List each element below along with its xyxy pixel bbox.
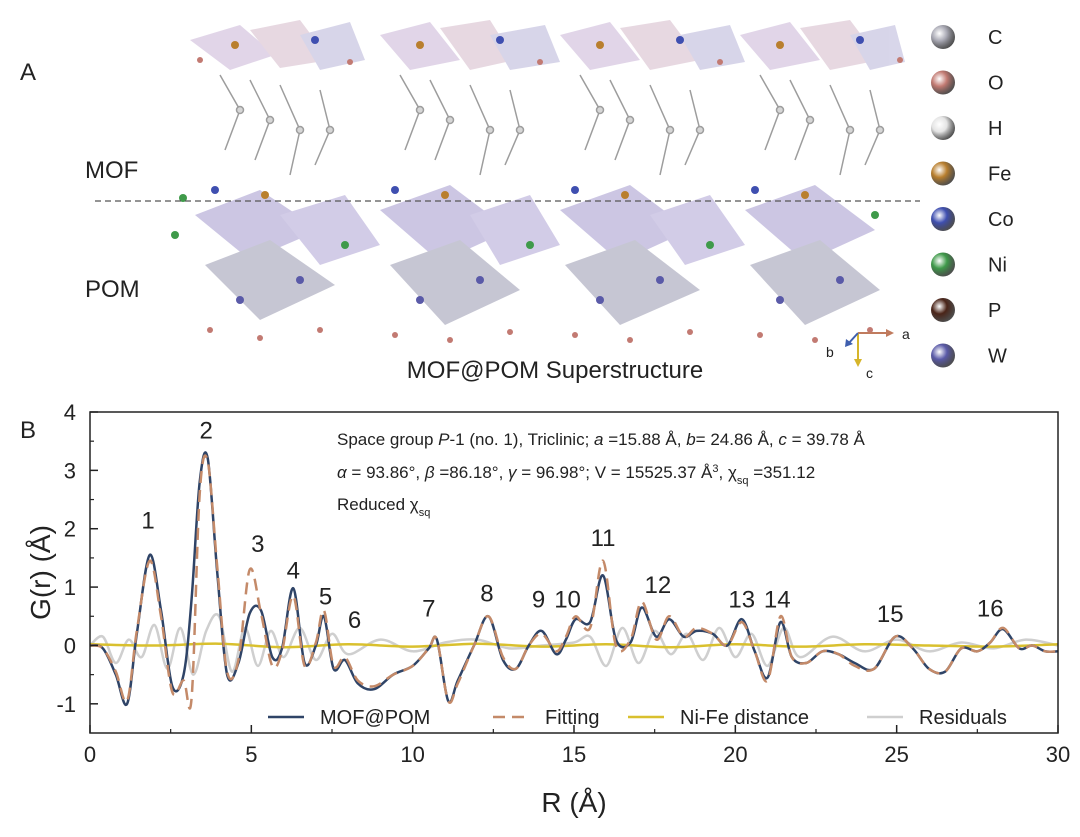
- element-swatch-ni: [931, 252, 955, 277]
- element-swatch-c: [931, 25, 955, 49]
- peak-label: 7: [422, 595, 435, 622]
- element-label-w: W: [988, 346, 1007, 368]
- y-tick-label: 4: [64, 400, 76, 425]
- peak-label: 13: [728, 587, 755, 614]
- peak-label: 16: [977, 595, 1004, 622]
- axis-label-b: b: [826, 344, 834, 360]
- oxygen-atoms: [197, 57, 903, 343]
- peak-label: 2: [199, 417, 212, 444]
- legend-label-residuals: Residuals: [919, 707, 1007, 729]
- peak-label: 1: [141, 508, 154, 535]
- plot-frame: [89, 411, 1059, 734]
- x-tick-label: 15: [562, 742, 586, 767]
- peak-label: 8: [480, 581, 493, 608]
- series-line-residuals: [89, 613, 1059, 676]
- top-polyhedra-band: [190, 20, 905, 70]
- structure-title: MOF@POM Superstructure: [407, 357, 703, 384]
- peak-label: 10: [554, 587, 581, 614]
- legend-label-mof-pom: MOF@POM: [320, 707, 430, 729]
- panel-a-letter: A: [20, 59, 36, 86]
- mof-linkers: [219, 74, 885, 176]
- x-tick-label: 25: [884, 742, 908, 767]
- peak-label: 4: [287, 557, 300, 584]
- x-tick-label: 10: [400, 742, 424, 767]
- peak-label: 12: [645, 572, 672, 599]
- y-tick-label: 1: [64, 575, 76, 600]
- peak-label: 6: [348, 607, 361, 634]
- pom-label: POM: [85, 276, 140, 303]
- x-axis-label: R (Å): [541, 787, 606, 818]
- element-swatch-fe: [931, 161, 955, 186]
- element-legend: C O H Fe Co Ni P W: [931, 25, 1014, 368]
- element-label-c: C: [988, 27, 1002, 49]
- series-line-fitting: [89, 454, 1059, 710]
- element-label-h: H: [988, 118, 1002, 140]
- element-swatch-o: [931, 70, 955, 95]
- series-line-mof-pom: [89, 451, 1059, 707]
- peak-label: 5: [319, 584, 332, 611]
- legend-label-ni-fe-distance: Ni-Fe distance: [680, 707, 809, 729]
- element-label-co: Co: [988, 209, 1014, 231]
- peak-label: 15: [877, 601, 904, 628]
- peak-label: 11: [591, 525, 616, 552]
- y-tick-label: 0: [64, 633, 76, 658]
- panel-b-letter: B: [20, 417, 36, 444]
- axis-label-c: c: [866, 365, 873, 381]
- info-line-3: Reduced χsq: [337, 495, 430, 519]
- element-swatch-h: [931, 116, 955, 140]
- info-text: Space group P-1 (no. 1), Triclinic; a =1…: [337, 430, 866, 519]
- element-swatch-w: [931, 343, 955, 368]
- peak-label: 3: [251, 531, 264, 558]
- element-label-fe: Fe: [988, 164, 1011, 186]
- element-swatch-p: [931, 298, 955, 322]
- y-tick-label: 3: [64, 458, 76, 483]
- bottom-polyhedra-band: [195, 185, 880, 325]
- info-line-1: Space group P-1 (no. 1), Triclinic; a =1…: [337, 430, 866, 449]
- y-axis-label: G(r) (Å): [25, 525, 56, 620]
- element-swatch-co: [931, 207, 955, 231]
- series-line-ni-fe-distance: [89, 642, 1059, 649]
- mof-label: MOF: [85, 157, 138, 184]
- peak-label: 9: [532, 587, 545, 614]
- x-tick-label: 5: [245, 742, 257, 767]
- x-tick-label: 20: [723, 742, 747, 767]
- x-tick-label: 0: [84, 742, 96, 767]
- axes-triad: a b c: [826, 326, 910, 381]
- y-tick-label: -1: [56, 692, 76, 717]
- y-tick-label: 2: [64, 517, 76, 542]
- legend-label-fitting: Fitting: [545, 707, 599, 729]
- element-label-ni: Ni: [988, 255, 1007, 277]
- peak-label: 14: [764, 587, 791, 614]
- x-tick-label: 30: [1046, 742, 1070, 767]
- structure-atoms: [171, 36, 879, 304]
- axis-label-a: a: [902, 326, 910, 342]
- info-line-2: α = 93.86°, β =86.18°, γ = 96.98°; V = 1…: [337, 463, 815, 487]
- chart-legend: MOF@POM Fitting Ni-Fe distance Residuals: [268, 707, 1007, 729]
- crystal-structure-image: [171, 20, 905, 343]
- element-label-o: O: [988, 73, 1004, 95]
- element-label-p: P: [988, 300, 1001, 322]
- panel-a-structure: A MOF POM: [20, 20, 1014, 384]
